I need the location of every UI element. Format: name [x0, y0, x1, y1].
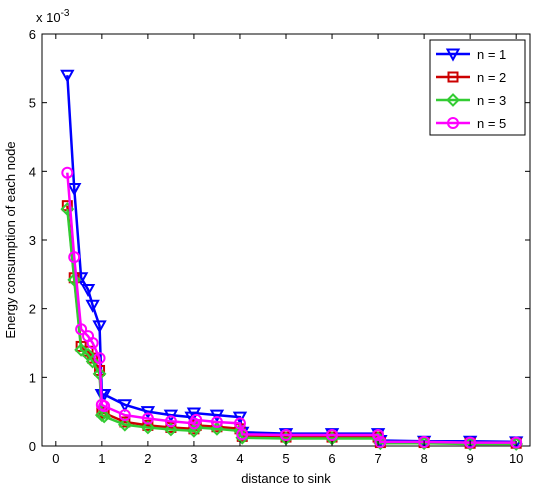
data-point	[74, 342, 89, 357]
data-point	[98, 400, 111, 413]
x-tick-label: 10	[509, 451, 523, 466]
series-layer	[60, 69, 524, 451]
x-tick-label: 1	[98, 451, 105, 466]
y-tick-label: 6	[29, 27, 36, 42]
data-point	[233, 417, 246, 430]
data-point	[141, 412, 154, 425]
data-point	[92, 320, 107, 334]
data-point	[118, 409, 131, 422]
y-tick-label: 0	[29, 439, 36, 454]
data-point	[60, 69, 75, 83]
y-tick-label: 5	[29, 96, 36, 111]
y-tick-label: 4	[29, 164, 36, 179]
y-tick-label: 1	[29, 370, 36, 385]
x-tick-label: 8	[420, 451, 427, 466]
legend-marker	[446, 93, 460, 107]
data-point	[61, 166, 74, 179]
legend-label: n = 5	[477, 116, 506, 131]
legend: n = 1 n = 2 n = 3 n = 5	[429, 39, 526, 136]
data-point	[186, 407, 202, 421]
y-axis-label: Energy consumption of each node	[3, 141, 18, 338]
legend-item: n = 1	[436, 47, 506, 62]
data-point	[210, 421, 224, 436]
data-point	[280, 429, 292, 442]
legend-marker	[447, 117, 459, 129]
x-tick-label: 5	[282, 451, 289, 466]
legend-box	[429, 39, 526, 136]
data-point	[80, 283, 96, 298]
data-point	[86, 337, 99, 349]
y-tick-label: 2	[29, 302, 36, 317]
data-point	[374, 435, 387, 448]
data-point	[117, 417, 132, 432]
y-exponent-label: x 10-3	[36, 8, 70, 25]
data-point	[85, 299, 100, 313]
data-point	[163, 409, 179, 423]
x-tick-label: 0	[52, 451, 59, 466]
x-axis-label: distance to sink	[241, 471, 331, 486]
data-point	[464, 436, 477, 449]
data-point	[232, 411, 248, 425]
x-tick-label: 9	[467, 451, 474, 466]
legend-marker	[445, 48, 461, 62]
x-tick-label: 6	[328, 451, 335, 466]
legend-marker	[447, 71, 459, 83]
data-point	[67, 272, 82, 287]
data-point	[326, 429, 339, 442]
y-tick-label: 3	[29, 233, 36, 248]
data-point	[140, 406, 156, 420]
data-point	[210, 415, 223, 428]
y-tick-layer: 0 1 2 3 4 5 6	[29, 27, 530, 454]
x-tick-label: 3	[190, 451, 197, 466]
data-point	[75, 323, 88, 336]
data-point	[209, 409, 225, 423]
data-point	[97, 409, 112, 424]
data-point	[164, 415, 177, 428]
legend-label: n = 2	[477, 70, 506, 85]
x-tick-label: 4	[236, 451, 243, 466]
data-point	[236, 428, 249, 441]
data-point	[93, 352, 106, 365]
data-point	[187, 423, 201, 438]
data-point	[372, 429, 385, 442]
data-point	[163, 422, 178, 437]
data-point	[418, 435, 431, 448]
data-point	[189, 420, 204, 435]
series-4	[61, 166, 523, 449]
legend-item: n = 5	[436, 116, 506, 131]
legend-items: n = 1 n = 2 n = 3 n = 5	[436, 47, 506, 131]
data-point	[67, 183, 82, 197]
data-point	[117, 399, 133, 413]
y-exponent-power: -3	[61, 8, 70, 19]
x-tick-label: 2	[144, 451, 151, 466]
data-point	[85, 354, 100, 369]
x-tick-label: 7	[374, 451, 381, 466]
legend-item: n = 2	[436, 70, 506, 85]
legend-label: n = 1	[477, 47, 506, 62]
data-point	[68, 251, 81, 264]
data-point	[510, 436, 523, 449]
legend-item: n = 3	[436, 93, 506, 108]
y-exponent-base: x 10	[36, 10, 61, 25]
data-point	[190, 413, 203, 426]
data-point	[140, 420, 155, 435]
x-tick-layer: 0 1 2 3 4 5 6 7 8 9 10	[52, 34, 523, 466]
data-point	[235, 430, 250, 445]
legend-label: n = 3	[477, 93, 506, 108]
